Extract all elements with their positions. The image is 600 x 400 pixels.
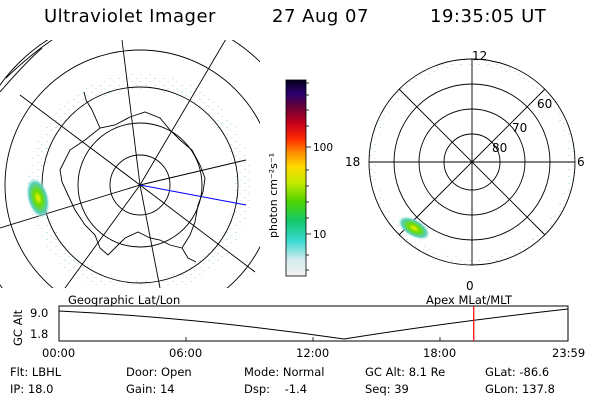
mlat-label-60: 60 <box>537 97 552 111</box>
mlt-label-18: 18 <box>345 155 360 169</box>
timeline-xtick-1800: 18:00 <box>423 346 457 360</box>
status-mode: Mode: Normal <box>244 365 325 379</box>
timeline-ytick-low: 1.8 <box>30 327 49 341</box>
timeline-xtick-0600: 06:00 <box>169 346 203 360</box>
status-seq: Seq: 39 <box>365 382 409 396</box>
mlat-label-80: 80 <box>492 141 507 155</box>
status-flt: Flt: LBHL <box>10 365 62 379</box>
status-door: Door: Open <box>126 365 192 379</box>
antarctica-coastline <box>59 111 206 256</box>
geographic-grid <box>0 40 260 288</box>
mlt-label-6: 6 <box>577 155 585 169</box>
geographic-map-label: Geographic Lat/Lon <box>68 293 181 307</box>
timeline-ylabel: GC Alt <box>11 309 25 346</box>
status-glon: GLon: 137.8 <box>485 382 555 396</box>
timeline-xtick-1200: 12:00 <box>296 346 330 360</box>
status-glat: GLat: -86.6 <box>485 365 550 379</box>
colorbar-tick-100: 100 <box>313 142 333 154</box>
time-label: 19:35:05 UT <box>430 6 547 27</box>
mlt-label-0: 0 <box>466 279 474 293</box>
aurora-blob-right <box>397 216 431 240</box>
timeline-xtick-0000: 00:00 <box>42 346 76 360</box>
status-dsp: Dsp: -1.4 <box>244 382 308 396</box>
altitude-curve <box>58 308 569 340</box>
magnetic-map-label: Apex MLat/MLT <box>426 293 513 307</box>
colorbar-tick-10: 10 <box>313 229 326 241</box>
timeline-ytick-high: 9.0 <box>30 306 49 320</box>
mlat-label-70: 70 <box>512 121 527 135</box>
status-ip: IP: 18.0 <box>10 382 54 396</box>
aurora-blob-left <box>26 177 50 219</box>
mlt-label-12: 12 <box>472 49 487 63</box>
instrument-title: Ultraviolet Imager <box>44 6 216 27</box>
magnetic-labels: 12 6 0 18 80 70 60 <box>345 49 585 293</box>
noon-meridian-line <box>139 184 247 206</box>
status-gain: Gain: 14 <box>126 382 175 396</box>
date-label: 27 Aug 07 <box>272 6 369 27</box>
timeline-xtick-2359: 23:59 <box>552 346 586 360</box>
magnetic-grid <box>368 58 576 266</box>
status-gc-alt: GC Alt: 8.1 Re <box>365 365 446 379</box>
colorbar-unit-label: photon cm⁻²s⁻¹ <box>267 153 280 238</box>
